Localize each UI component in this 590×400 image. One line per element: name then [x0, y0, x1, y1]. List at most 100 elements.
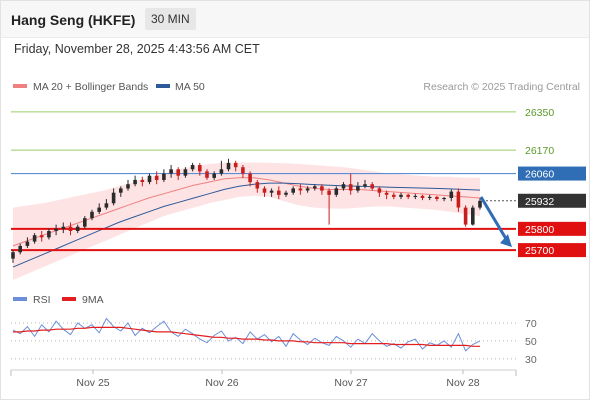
candle-body [255, 182, 260, 189]
legend-label-ma50: MA 50 [175, 81, 205, 93]
legend-swatch-rsi [13, 297, 27, 301]
candle-body [284, 192, 288, 195]
legend-label-9ma: 9MA [82, 294, 104, 306]
price-legend: MA 20 + Bollinger Bands MA 50 Research ©… [13, 81, 580, 93]
candle-body [61, 226, 66, 229]
candle-body [241, 167, 245, 174]
candle-body [126, 184, 130, 189]
candle-body [162, 173, 166, 180]
candle-body [471, 207, 475, 225]
candle-body [18, 245, 22, 253]
rsi-tick-70: 70 [525, 318, 537, 330]
rsi-tick-30: 30 [525, 354, 537, 366]
candle-body [262, 188, 267, 193]
x-axis: Nov 25 Nov 26 Nov 27 Nov 28 [10, 370, 517, 389]
candle-body [154, 175, 159, 180]
candle-body [399, 194, 403, 197]
rsi-panel: 70 50 30 [11, 317, 537, 366]
candle-body [248, 173, 252, 183]
resistance-tag-26170: 26170 [525, 145, 554, 157]
bollinger-bands [12, 162, 481, 280]
candle-body [356, 186, 360, 191]
last-price-tag-box [518, 193, 586, 208]
candle-body [384, 192, 389, 195]
legend-swatch-9ma [62, 297, 76, 301]
support-tag-25800: 25800 [525, 224, 554, 236]
legend-label-rsi: RSI [33, 294, 51, 306]
pivot-tag-26060: 26060 [525, 169, 554, 181]
support-tag-25700: 25700 [525, 245, 554, 257]
rsi-tick-50: 50 [525, 336, 537, 348]
candle-body [277, 190, 281, 195]
symbol-title: Hang Seng (HKFE) [11, 12, 136, 28]
price-levels [11, 111, 516, 252]
projection-arrow-shaft [479, 196, 510, 243]
ma50-line [12, 182, 481, 268]
candle-body [334, 188, 339, 195]
timestamp: Friday, November 28, 2025 4:43:56 AM CET [14, 42, 260, 56]
legend-swatch-ma50 [156, 84, 170, 88]
candle-body [169, 169, 173, 174]
candle-body [291, 188, 295, 193]
rsi-9ma-line [13, 326, 480, 347]
support-tag-box-25700 [518, 243, 586, 258]
candle-body [298, 188, 303, 191]
candle-body [456, 191, 461, 208]
candle-body [406, 194, 410, 197]
x-tick-label: Nov 27 [334, 377, 367, 389]
candle-body [183, 169, 188, 176]
candle-body [226, 162, 231, 170]
candles [11, 158, 482, 263]
candle-body [198, 165, 202, 172]
support-tag-box-25800 [518, 221, 586, 236]
candle-body [32, 235, 37, 242]
candle-body [133, 179, 137, 185]
candle-body [427, 196, 432, 198]
legend-swatch-ma20 [13, 84, 27, 88]
candle-body [205, 171, 209, 178]
candle-body [176, 169, 180, 176]
candle-body [25, 241, 30, 246]
timeframe-badge[interactable]: 30 MIN [145, 8, 196, 30]
candle-body [219, 169, 224, 174]
candle-body [413, 195, 418, 197]
candle-body [478, 200, 482, 208]
bollinger-band-fill [13, 162, 480, 280]
x-tick-label: Nov 28 [446, 377, 479, 389]
projection-arrow [479, 196, 512, 248]
candle-body [104, 203, 109, 208]
projection-arrow-head [500, 234, 512, 248]
candle-body [363, 184, 367, 187]
candle-body [341, 184, 346, 189]
candle-body [269, 190, 274, 193]
candle-body [392, 194, 396, 197]
rsi-legend: RSI 9MA [13, 294, 104, 306]
candle-body [212, 173, 216, 178]
candle-body [97, 207, 101, 212]
candle-body [442, 198, 446, 200]
chart-header: Hang Seng (HKFE) 30 MIN [1, 1, 589, 38]
candle-body [420, 195, 425, 198]
pivot-tag-box-26060 [518, 166, 586, 181]
candle-body [233, 162, 238, 168]
candle-body [68, 226, 73, 231]
candle-body [39, 235, 44, 238]
candle-body [90, 211, 94, 219]
resistance-tag-26350: 26350 [525, 107, 554, 119]
ma20-line [12, 177, 481, 247]
candle-body [435, 196, 439, 199]
candle-body [111, 192, 116, 204]
candle-body [119, 188, 123, 193]
candle-body [348, 184, 353, 191]
candle-body [54, 228, 58, 231]
candle-body [449, 191, 454, 198]
last-price-tag: 25932 [525, 196, 554, 208]
candle-body [377, 188, 382, 193]
x-tick-label: Nov 26 [205, 377, 238, 389]
price-level-tags: 26350 26170 26060 25932 25800 25700 [518, 107, 586, 258]
x-tick-label: Nov 25 [76, 377, 109, 389]
candle-body [190, 165, 195, 170]
candle-body [147, 175, 152, 183]
candle-body [370, 184, 374, 189]
